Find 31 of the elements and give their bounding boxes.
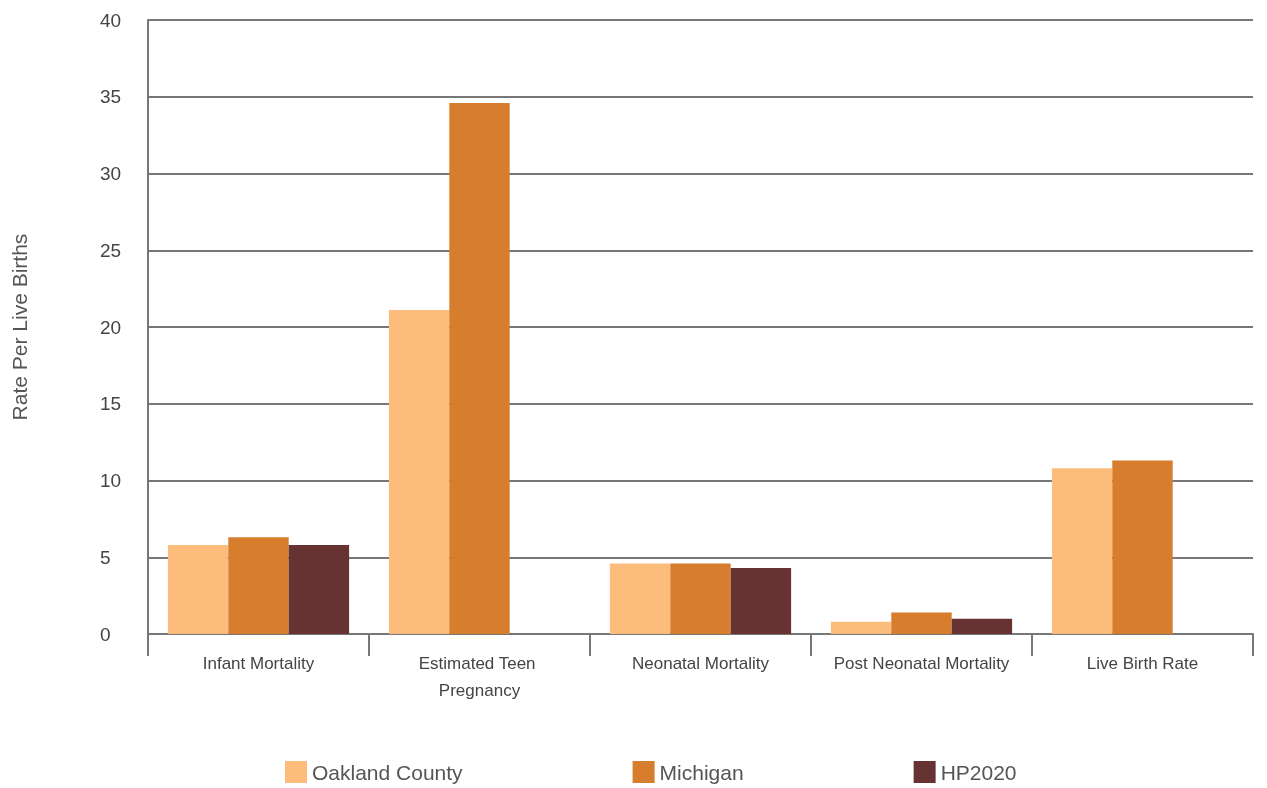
bar xyxy=(449,102,510,634)
bar xyxy=(1112,460,1173,634)
x-tick-label: Live Birth Rate xyxy=(1086,654,1199,673)
bar xyxy=(609,563,671,634)
legend-label: Michigan xyxy=(659,760,744,784)
bar xyxy=(288,544,350,634)
y-tick-label: 30 xyxy=(100,163,122,184)
x-tick-label: Infant Mortality xyxy=(202,654,315,673)
legend-label: Oakland County xyxy=(312,760,464,784)
x-tick-label: Post Neonatal Mortality xyxy=(833,654,1010,673)
y-tick-label: 0 xyxy=(100,623,111,645)
y-tick-label: 25 xyxy=(100,239,122,261)
x-tick-label: Estimated Teen Pregnancy xyxy=(418,654,541,700)
bar xyxy=(891,612,952,634)
y-tick-label: 20 xyxy=(100,316,122,338)
bar xyxy=(167,544,229,634)
y-tick-label: 10 xyxy=(100,470,122,491)
bar xyxy=(951,618,1013,634)
y-tick-label: 40 xyxy=(100,9,122,31)
bar xyxy=(670,563,731,634)
bar xyxy=(388,310,450,634)
bar xyxy=(1051,468,1113,634)
bar xyxy=(228,537,289,634)
bar xyxy=(830,621,892,634)
y-tick-label: 15 xyxy=(100,393,122,415)
bar xyxy=(730,568,792,634)
legend-label: HP2020 xyxy=(940,760,1017,784)
x-tick-label: Neonatal Mortality xyxy=(631,654,770,673)
y-axis-title: Rate Per Live Births xyxy=(8,233,31,421)
y-tick-label: 5 xyxy=(100,546,111,568)
y-tick-label: 35 xyxy=(100,86,122,108)
